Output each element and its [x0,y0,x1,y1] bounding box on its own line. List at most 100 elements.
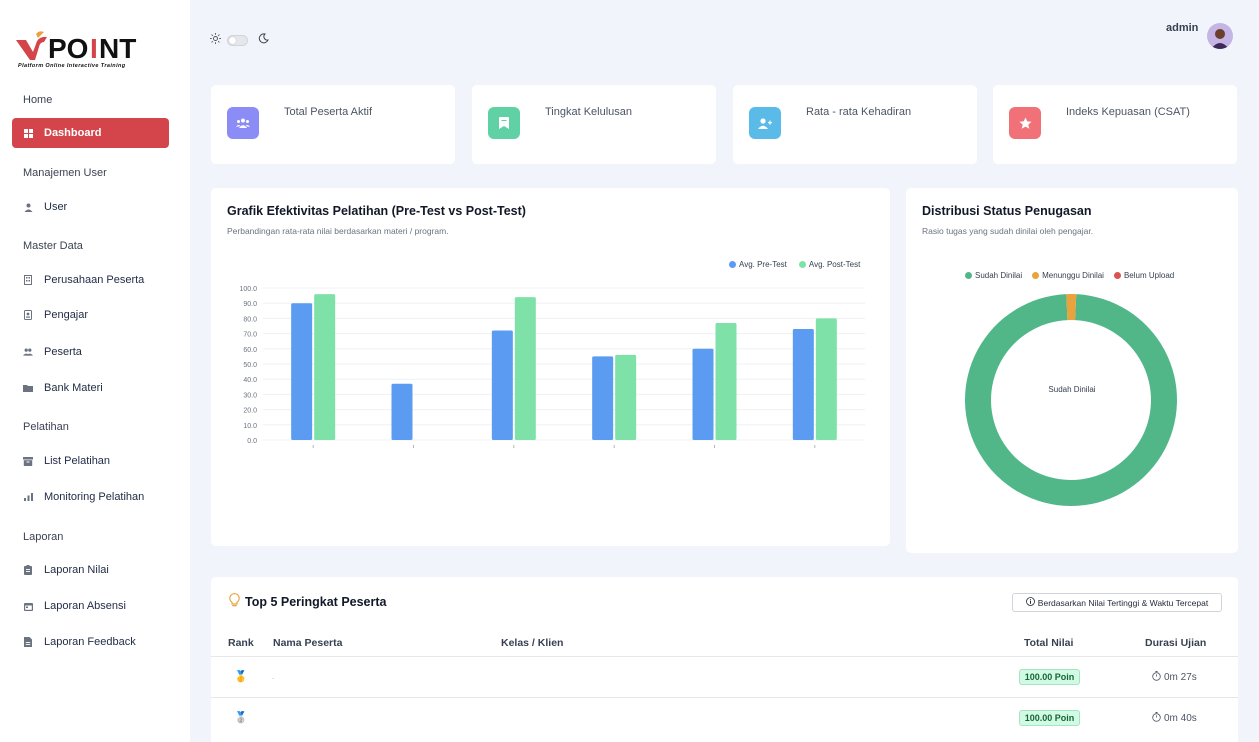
star-icon [1009,107,1041,139]
stat-label: Rata - rata Kehadiran [806,106,912,118]
bar-post-test[interactable] [815,318,837,440]
id-badge-icon [23,310,33,320]
bar-chart: 0.0 10.0 20.0 30.0 40.0 50.0 60.0 70.0 80.0 90.0 1… [239,286,865,448]
bar-post-test[interactable] [715,322,737,440]
sidebar-item-monitoring[interactable]: Monitoring Pelatihan [12,482,169,512]
section-home: Home [23,94,53,106]
duration-value: 0m 27s [1164,672,1197,683]
duration: 0m 27s [1152,671,1197,684]
y-tick-label: 90.0 [243,301,257,308]
stat-card-kehadiran: Rata - rata Kehadiran [733,85,977,164]
bar-chart-legend[interactable]: Avg. Pre-Test Avg. Post-Test [729,260,860,269]
distribution-title: Distribusi Status Penugasan [922,204,1092,218]
clipboard-icon [23,565,33,575]
col-nilai[interactable]: Total Nilai [1024,637,1074,649]
sidebar-item-list-pelatihan[interactable]: List Pelatihan [12,446,169,476]
file-icon [23,637,33,647]
stat-label: Indeks Kepuasan (CSAT) [1066,106,1190,118]
theme-toggle[interactable] [210,31,269,49]
folder-icon [23,383,33,393]
bar-post-test[interactable] [615,354,637,440]
col-kelas[interactable]: Kelas / Klien [501,637,564,649]
bar-pre-test[interactable] [592,356,614,440]
bar-chart-icon [23,492,33,502]
sidebar-item-label: Peserta [44,346,82,358]
users-icon [227,107,259,139]
user-name[interactable]: admin [1166,22,1199,34]
sidebar: PO I NT Platform Online Interactive Trai… [0,0,190,742]
score-badge: 100.00 Poin [1019,710,1080,726]
theme-switch[interactable] [227,34,248,46]
score-badge: 100.00 Poin [1019,669,1080,685]
donut-slice-sudah-dinilai[interactable] [965,294,1178,506]
svg-text:NT: NT [99,33,136,62]
donut-slice-menunggu-dinilai[interactable] [1066,294,1077,321]
legend-menunggu-dinilai[interactable]: Menunggu Dinilai [1032,271,1104,280]
sidebar-item-label: Bank Materi [44,382,103,394]
sidebar-item-laporan-nilai[interactable]: Laporan Nilai [12,555,169,585]
svg-text:PO: PO [48,33,88,62]
sidebar-item-label: Laporan Nilai [44,564,109,576]
y-tick-label: 80.0 [243,316,257,323]
sidebar-item-user[interactable]: User [12,192,169,222]
col-durasi[interactable]: Durasi Ujian [1145,637,1207,649]
legend-label: Menunggu Dinilai [1042,271,1104,280]
bar-pre-test[interactable] [491,330,513,440]
y-tick-label: 40.0 [243,377,257,384]
effectiveness-panel: Grafik Efektivitas Pelatihan (Pre-Test v… [211,188,890,546]
table-divider [211,656,1238,657]
sidebar-item-laporan-absensi[interactable]: Laporan Absensi [12,591,169,621]
avatar[interactable] [1207,23,1233,49]
bar-pre-test[interactable] [291,303,313,440]
bar-pre-test[interactable] [692,348,714,440]
sun-icon [210,31,221,49]
duration: 0m 40s [1152,712,1197,725]
grid-icon [23,128,33,138]
legend-label: Sudah Dinilai [975,271,1023,280]
legend-pre-test[interactable]: Avg. Pre-Test [729,260,787,269]
stat-label: Total Peserta Aktif [284,106,373,118]
legend-post-test[interactable]: Avg. Post-Test [798,260,860,269]
bar-pre-test[interactable] [391,383,413,440]
sidebar-item-peserta[interactable]: Peserta [12,337,169,367]
bookmark-icon [488,107,520,139]
effectiveness-subtitle: Perbandingan rata-rata nilai berdasarkan… [227,226,449,236]
point-logo[interactable]: PO I NT [16,30,156,72]
gold-medal-icon: 🥇 [234,671,248,683]
table-divider [211,697,1238,698]
y-tick-label: 70.0 [243,332,257,339]
ranking-note: Berdasarkan Nilai Tertinggi & Waktu Terc… [1012,593,1222,612]
legend-sudah-dinilai[interactable]: Sudah Dinilai [965,271,1022,280]
ranking-title: Top 5 Peringkat Peserta [229,593,387,610]
stat-card-csat: Indeks Kepuasan (CSAT) [993,85,1237,164]
ranking-title-text: Top 5 Peringkat Peserta [245,594,387,609]
distribution-panel: Distribusi Status Penugasan Rasio tugas … [906,188,1238,553]
donut-legend[interactable]: Sudah Dinilai Menunggu Dinilai Belum Upl… [965,271,1174,280]
silver-medal-icon: 🥈 [234,712,248,724]
sidebar-item-bank-materi[interactable]: Bank Materi [12,373,169,403]
ranking-note-text: Berdasarkan Nilai Tertinggi & Waktu Terc… [1037,597,1209,608]
sidebar-item-perusahaan[interactable]: Perusahaan Peserta [12,265,169,295]
stopwatch-icon [1152,712,1161,725]
sidebar-item-dashboard[interactable]: Dashboard [12,118,169,148]
col-rank[interactable]: Rank [228,637,254,649]
y-tick-label: 50.0 [243,362,257,369]
y-tick-label: 10.0 [243,423,257,430]
section-master: Master Data [23,240,83,252]
legend-belum-upload[interactable]: Belum Upload [1113,271,1174,280]
sidebar-item-pengajar[interactable]: Pengajar [12,300,169,330]
user-icon [23,202,33,212]
effectiveness-title: Grafik Efektivitas Pelatihan (Pre-Test v… [227,204,526,218]
sidebar-item-label: Monitoring Pelatihan [44,491,145,503]
donut-chart [965,294,1178,506]
bar-post-test[interactable] [514,297,536,440]
logo-tagline: Platform Online Interactive Training [18,63,126,69]
stat-label: Tingkat Kelulusan [545,106,633,118]
bar-post-test[interactable] [314,294,336,440]
sidebar-item-label: Laporan Feedback [44,636,136,648]
bar-pre-test[interactable] [792,329,814,440]
sidebar-item-label: Dashboard [44,127,102,139]
section-user-mgmt: Manajemen User [23,167,107,179]
sidebar-item-laporan-feedback[interactable]: Laporan Feedback [12,627,169,657]
col-nama[interactable]: Nama Peserta [273,637,343,649]
